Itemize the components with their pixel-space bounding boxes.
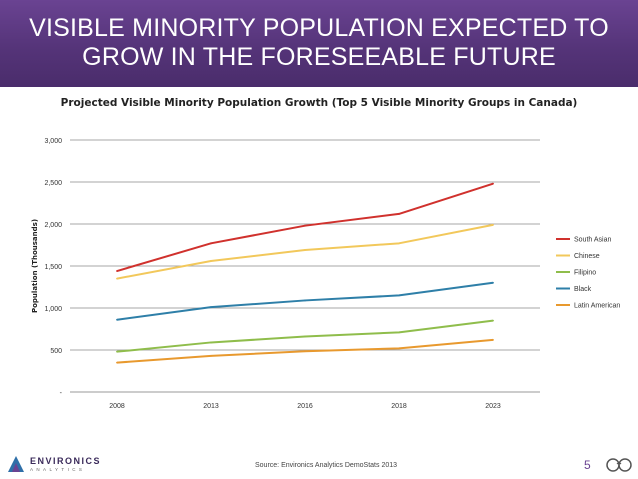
data-point	[398, 347, 400, 350]
data-point	[116, 270, 118, 272]
page-number: 5	[584, 458, 591, 472]
data-point	[116, 350, 118, 353]
data-point	[304, 299, 306, 302]
data-point	[492, 182, 494, 185]
data-point	[210, 354, 212, 357]
y-tick-label: 1,000	[44, 306, 62, 313]
legend-label: Filipino	[574, 270, 596, 277]
x-tick-label: 2023	[485, 403, 501, 410]
x-tick-label: 2018	[391, 403, 407, 410]
environics-logo: ENVIRONICS ANALYTICS	[6, 453, 126, 475]
glasses-icon	[606, 458, 632, 472]
slide-title: VISIBLE MINORITY POPULATION EXPECTED TO …	[0, 14, 638, 72]
y-tick-label: 1,500	[44, 264, 62, 271]
series-line	[116, 223, 494, 280]
source-note: Source: Environics Analytics DemoStats 2…	[255, 462, 398, 469]
data-point	[304, 335, 306, 338]
x-tick-label: 2008	[109, 403, 125, 410]
data-point	[304, 350, 306, 353]
data-point	[210, 242, 212, 245]
y-tick-label: 2,500	[44, 180, 62, 187]
logo-wordmark: ENVIRONICS	[30, 456, 102, 466]
data-point	[210, 260, 212, 262]
data-point	[116, 361, 118, 364]
data-point	[492, 319, 494, 322]
legend-label: Black	[574, 286, 592, 293]
data-point	[398, 331, 400, 334]
logo-mark-icon	[8, 456, 24, 472]
data-point	[304, 249, 306, 251]
slide-title-line-1: VISIBLE MINORITY POPULATION EXPECTED TO	[29, 14, 609, 42]
y-tick-label: -	[60, 390, 63, 397]
data-point	[398, 294, 400, 297]
data-point	[210, 306, 212, 309]
data-point	[492, 281, 494, 284]
data-point	[116, 277, 118, 280]
legend-label: Latin American	[574, 303, 620, 310]
chart-title: Projected Visible Minority Population Gr…	[60, 97, 578, 109]
y-tick-label: 2,000	[44, 222, 62, 229]
data-point	[210, 341, 212, 344]
x-tick-label: 2013	[203, 403, 219, 410]
x-tick-label: 2016	[297, 403, 313, 410]
data-point	[116, 318, 118, 321]
data-point	[492, 339, 494, 341]
data-point	[398, 213, 400, 215]
legend-label: South Asian	[574, 237, 611, 244]
data-point	[492, 223, 494, 226]
title-banner: VISIBLE MINORITY POPULATION EXPECTED TO …	[0, 0, 638, 87]
y-tick-label: 500	[50, 348, 62, 355]
legend-label: Chinese	[574, 253, 600, 260]
y-tick-label: 3,000	[44, 138, 62, 145]
data-point	[398, 242, 400, 245]
slide-title-line-2: GROW IN THE FORESEEABLE FUTURE	[82, 43, 556, 71]
series-line	[116, 182, 494, 272]
data-point	[304, 224, 306, 227]
y-axis-label: Population (Thousands)	[31, 219, 39, 313]
logo-subtitle: ANALYTICS	[30, 467, 86, 472]
